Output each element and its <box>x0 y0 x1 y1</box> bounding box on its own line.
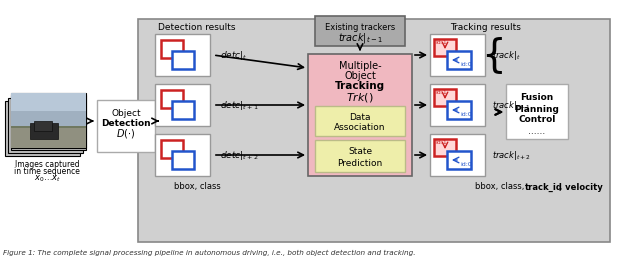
Text: State: State <box>348 148 372 157</box>
Bar <box>11 128 86 148</box>
Bar <box>506 84 568 139</box>
Bar <box>172 51 194 69</box>
Bar <box>315 106 405 136</box>
Text: Existing trackers: Existing trackers <box>325 22 395 31</box>
Text: id:0: id:0 <box>460 163 472 167</box>
Text: $detc|_t$: $detc|_t$ <box>220 49 248 62</box>
Text: Figure 1: The complete signal processing pipeline in autonomous driving, i.e., b: Figure 1: The complete signal processing… <box>3 250 415 256</box>
Bar <box>315 140 405 172</box>
Bar <box>172 151 194 169</box>
Bar <box>11 111 86 126</box>
Text: Detection: Detection <box>101 119 151 128</box>
Bar <box>315 16 405 46</box>
Text: $detc|_{t+2}$: $detc|_{t+2}$ <box>220 148 259 162</box>
Bar <box>138 19 610 242</box>
Text: Object: Object <box>344 71 376 81</box>
Text: Images captured: Images captured <box>15 160 79 169</box>
Text: Object: Object <box>111 110 141 119</box>
Bar <box>8 98 83 153</box>
Text: track_id: track_id <box>525 182 563 192</box>
Bar <box>30 123 58 139</box>
Bar <box>161 90 183 108</box>
Text: $track|_{t+2}$: $track|_{t+2}$ <box>492 148 531 162</box>
Text: id:0: id:0 <box>460 112 472 117</box>
Bar <box>11 93 86 111</box>
Bar <box>447 101 471 119</box>
Text: Tracking results: Tracking results <box>451 23 522 32</box>
Bar <box>11 95 86 150</box>
Bar <box>447 51 471 69</box>
Text: $Trk()$: $Trk()$ <box>346 91 374 103</box>
Text: in time sequence: in time sequence <box>14 167 80 176</box>
Text: Fusion: Fusion <box>520 92 554 101</box>
Text: $track|_{t-1}$: $track|_{t-1}$ <box>337 31 383 45</box>
Text: {: { <box>482 36 506 74</box>
Text: id:1: id:1 <box>435 139 447 144</box>
Text: $track|_{t+1}$: $track|_{t+1}$ <box>492 98 531 111</box>
Text: Data: Data <box>349 112 371 121</box>
Bar <box>97 100 155 152</box>
Text: $detc|_{t+1}$: $detc|_{t+1}$ <box>220 98 259 111</box>
Bar <box>161 140 183 158</box>
Text: Tracking: Tracking <box>335 81 385 91</box>
Bar <box>11 93 86 148</box>
Bar <box>5 101 80 156</box>
Bar <box>308 54 412 176</box>
Bar <box>34 121 52 131</box>
Text: ......: ...... <box>529 128 546 136</box>
Bar <box>155 134 210 176</box>
Text: $D(\cdot)$: $D(\cdot)$ <box>116 126 136 139</box>
Text: Association: Association <box>334 124 386 133</box>
Text: Planning: Planning <box>515 105 559 114</box>
Bar <box>434 39 456 56</box>
Text: Prediction: Prediction <box>337 159 383 168</box>
Text: $x_0 \ldots x_t$: $x_0 \ldots x_t$ <box>33 174 61 185</box>
Bar <box>430 84 485 126</box>
Bar <box>430 34 485 76</box>
Bar <box>434 89 456 106</box>
Bar <box>161 40 183 58</box>
Text: bbox, class: bbox, class <box>173 182 220 191</box>
Text: Multiple-: Multiple- <box>339 61 381 71</box>
Bar <box>155 34 210 76</box>
Text: id:1: id:1 <box>435 89 447 95</box>
Text: $track|_t$: $track|_t$ <box>492 49 521 62</box>
Bar <box>172 101 194 119</box>
Text: Control: Control <box>518 116 556 125</box>
Bar <box>430 134 485 176</box>
Bar <box>11 126 86 148</box>
Text: Detection results: Detection results <box>158 23 236 32</box>
Bar <box>434 139 456 156</box>
Text: id:0: id:0 <box>460 63 472 68</box>
Text: , velocity: , velocity <box>559 182 603 191</box>
Text: id:1: id:1 <box>435 40 447 45</box>
Bar <box>155 84 210 126</box>
Text: bbox, class,: bbox, class, <box>475 182 527 191</box>
Bar <box>447 151 471 169</box>
